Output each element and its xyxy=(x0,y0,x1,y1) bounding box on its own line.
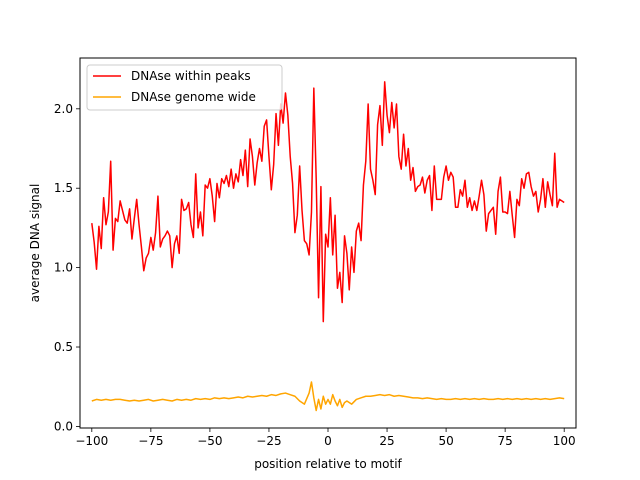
y-tick-label: 0.5 xyxy=(54,340,73,354)
series-line-within-peaks xyxy=(91,81,565,323)
legend-label-within-peaks: DNAse within peaks xyxy=(131,69,251,83)
series-layer xyxy=(91,81,565,412)
x-tick-label: 50 xyxy=(438,434,453,448)
x-tick-label: 0 xyxy=(324,434,332,448)
y-axis: 0.0 0.5 1.0 1.5 2.0 xyxy=(54,102,80,433)
x-tick-label: 100 xyxy=(553,434,576,448)
x-tick-label: −25 xyxy=(256,434,281,448)
y-tick-label: 2.0 xyxy=(54,102,73,116)
x-tick-label: 75 xyxy=(498,434,513,448)
legend-box xyxy=(86,64,283,111)
x-tick-label: 25 xyxy=(379,434,394,448)
x-tick-label: −50 xyxy=(197,434,222,448)
x-tick-label: −100 xyxy=(75,434,108,448)
x-axis-label: position relative to motif xyxy=(254,457,402,471)
y-tick-label: 1.0 xyxy=(54,261,73,275)
y-tick-label: 1.5 xyxy=(54,181,73,195)
legend: DNAse within peaks DNAse genome wide xyxy=(86,64,283,111)
x-axis: −100 −75 −50 −25 0 25 50 75 100 xyxy=(75,428,576,448)
series-line-genome-wide xyxy=(91,381,565,412)
y-tick-label: 0.0 xyxy=(54,419,73,433)
y-axis-label: average DNA signal xyxy=(28,184,42,303)
legend-label-genome-wide: DNAse genome wide xyxy=(131,90,256,104)
x-tick-label: −75 xyxy=(138,434,163,448)
